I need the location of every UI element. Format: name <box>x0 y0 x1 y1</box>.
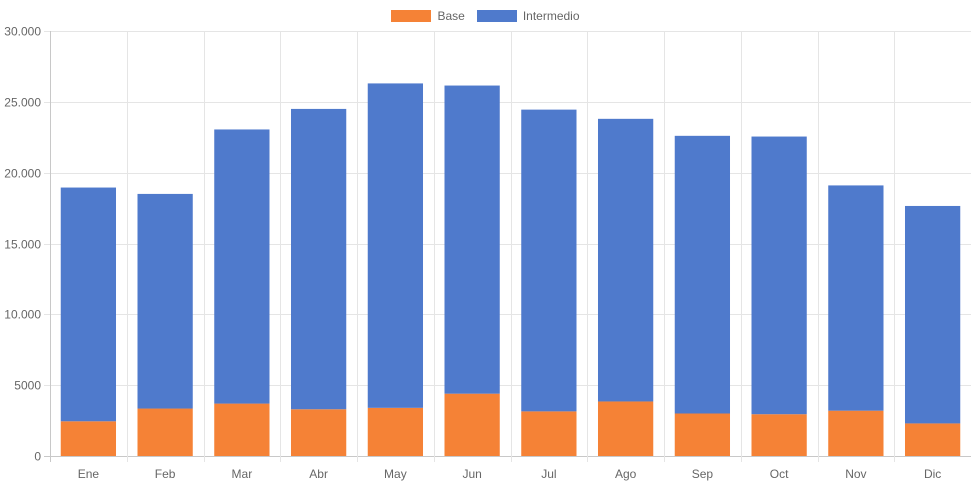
x-tick-label: Jun <box>462 467 481 481</box>
x-tick-label: Ago <box>615 467 637 481</box>
bar-intermedio-oct <box>751 136 807 415</box>
legend-label-base: Base <box>437 9 465 23</box>
y-tick-label: 0 <box>34 450 41 464</box>
x-tick-label: Jul <box>541 467 556 481</box>
legend-swatch-base <box>391 10 432 22</box>
chart-legend: Base Intermedio <box>0 7 971 25</box>
bar-base-ene <box>60 421 117 456</box>
bar-intermedio-ago <box>597 118 654 402</box>
x-tick-label: Ene <box>78 467 100 481</box>
bar-base-jul <box>521 411 577 456</box>
bar-base-feb <box>137 408 193 456</box>
bar-intermedio-jul <box>521 109 577 412</box>
x-tick-label: Dic <box>924 467 941 481</box>
bar-intermedio-nov <box>828 185 884 411</box>
bar-base-sep <box>674 413 731 456</box>
bar-base-may <box>367 407 424 456</box>
bar-intermedio-dic <box>904 205 961 424</box>
bar-intermedio-mar <box>214 129 270 404</box>
x-tick-label: Feb <box>155 467 176 481</box>
y-tick-label: 15.000 <box>4 238 41 252</box>
y-tick-label: 10.000 <box>4 308 41 322</box>
x-tick-label: Sep <box>692 467 714 481</box>
bar-intermedio-sep <box>674 135 731 414</box>
legend-swatch-intermedio <box>476 10 517 22</box>
bar-base-ago <box>597 401 654 456</box>
bar-base-mar <box>214 403 270 456</box>
x-tick-label: Oct <box>770 467 789 481</box>
bar-base-jun <box>444 393 500 456</box>
bar-intermedio-abr <box>290 108 347 410</box>
x-tick-label: Abr <box>309 467 328 481</box>
bar-base-oct <box>751 414 807 456</box>
y-tick-label: 20.000 <box>4 167 41 181</box>
y-tick-label: 5000 <box>14 379 41 393</box>
bar-intermedio-feb <box>137 193 193 409</box>
legend-item-intermedio[interactable]: Intermedio <box>476 9 580 23</box>
y-tick-label: 30.000 <box>4 25 41 39</box>
bar-base-nov <box>828 410 884 456</box>
bar-intermedio-ene <box>60 187 117 422</box>
bar-intermedio-jun <box>444 85 500 394</box>
x-tick-label: Nov <box>845 467 866 481</box>
legend-item-base[interactable]: Base <box>391 9 465 23</box>
bar-base-dic <box>904 423 961 456</box>
x-tick-label: May <box>384 467 407 481</box>
y-tick-label: 25.000 <box>4 96 41 110</box>
bar-intermedio-may <box>367 83 424 408</box>
bar-base-abr <box>290 409 347 456</box>
legend-label-intermedio: Intermedio <box>522 9 580 23</box>
x-tick-label: Mar <box>232 467 253 481</box>
